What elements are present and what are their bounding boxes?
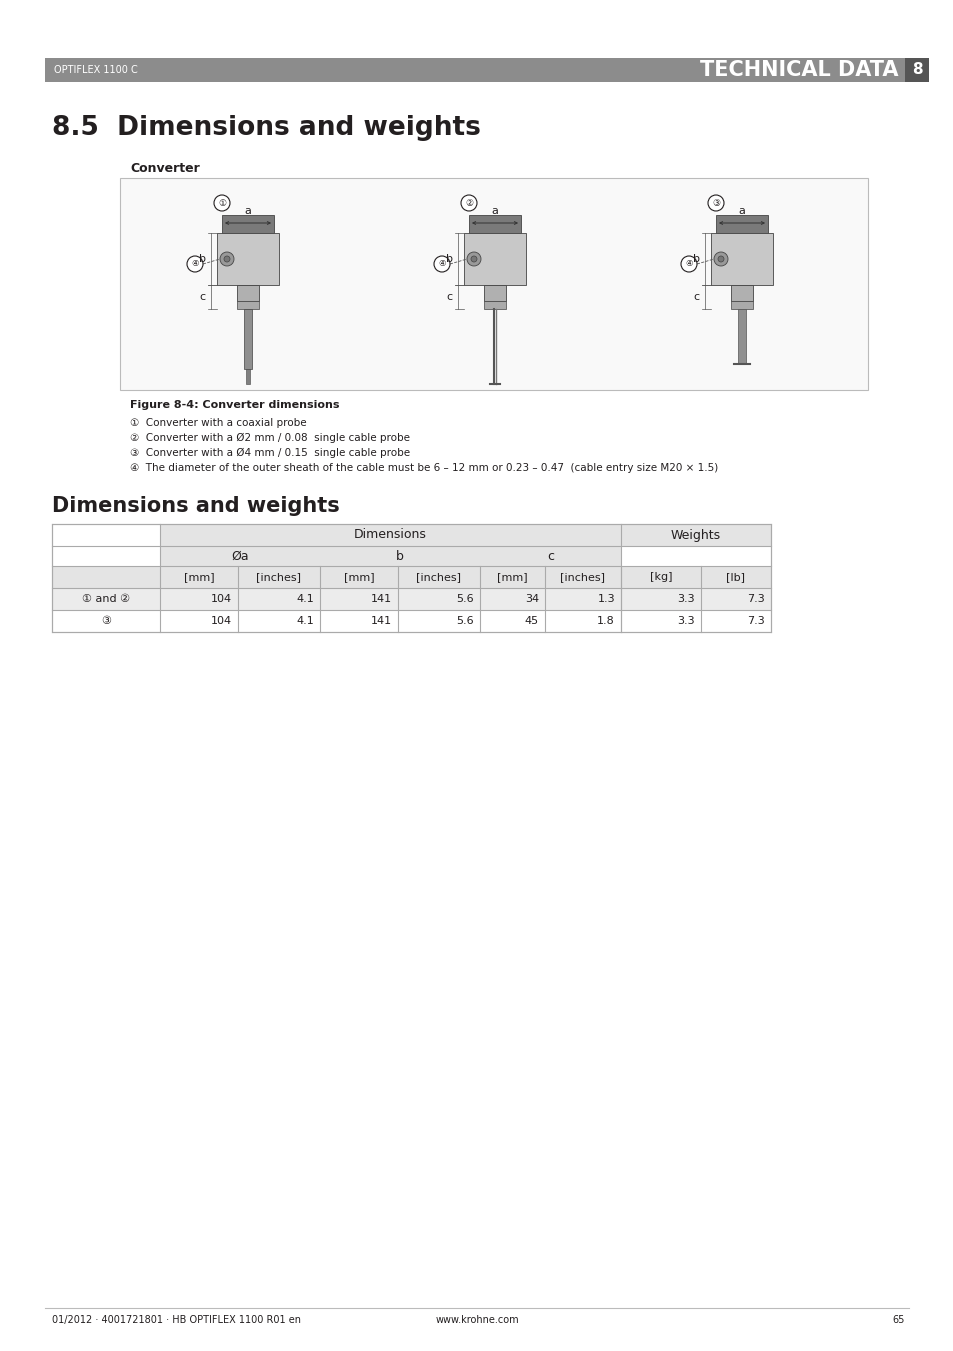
Text: TECHNICAL DATA: TECHNICAL DATA	[700, 59, 898, 80]
Bar	[483, 285, 505, 301]
Text: 104: 104	[211, 616, 232, 626]
Text: OPTIFLEX 1100 C: OPTIFLEX 1100 C	[54, 65, 137, 76]
Text: Øa: Øa	[231, 550, 249, 562]
Text: 45: 45	[524, 616, 538, 626]
Text: [mm]: [mm]	[184, 571, 214, 582]
Circle shape	[460, 195, 476, 211]
Text: b: b	[395, 550, 403, 562]
Bar	[160, 546, 620, 566]
Text: 1.3: 1.3	[597, 594, 615, 604]
Bar	[160, 524, 770, 546]
Text: [lb]: [lb]	[726, 571, 744, 582]
Circle shape	[680, 255, 697, 272]
Text: 141: 141	[371, 616, 392, 626]
Bar	[45, 58, 908, 82]
Bar	[52, 611, 770, 632]
Text: 01/2012 · 4001721801 · HB OPTIFLEX 1100 R01 en: 01/2012 · 4001721801 · HB OPTIFLEX 1100 …	[52, 1315, 301, 1325]
Text: ④: ④	[437, 259, 445, 269]
Circle shape	[220, 253, 233, 266]
Text: a: a	[491, 205, 497, 216]
Text: ① and ②: ① and ②	[82, 594, 130, 604]
Text: b: b	[199, 254, 206, 263]
Text: c: c	[446, 292, 453, 303]
Text: 8: 8	[911, 62, 922, 77]
Bar	[236, 285, 258, 301]
Bar	[469, 215, 520, 232]
Text: ③: ③	[101, 616, 111, 626]
Text: www.krohne.com: www.krohne.com	[435, 1315, 518, 1325]
Text: 4.1: 4.1	[296, 616, 314, 626]
Text: 3.3: 3.3	[677, 616, 695, 626]
Bar	[730, 301, 752, 309]
Text: 4.1: 4.1	[296, 594, 314, 604]
Circle shape	[224, 255, 230, 262]
Bar	[716, 215, 767, 232]
Text: 8.5  Dimensions and weights: 8.5 Dimensions and weights	[52, 115, 480, 141]
Bar	[730, 285, 752, 301]
Text: Figure 8-4: Converter dimensions: Figure 8-4: Converter dimensions	[130, 400, 339, 409]
Text: c: c	[546, 550, 554, 562]
Text: [inches]: [inches]	[256, 571, 301, 582]
Text: a: a	[738, 205, 744, 216]
Circle shape	[713, 253, 727, 266]
Bar	[52, 566, 770, 588]
Bar	[216, 232, 278, 285]
Text: Weights: Weights	[670, 528, 720, 542]
Bar	[483, 301, 505, 309]
Text: b: b	[692, 254, 700, 263]
Text: c: c	[693, 292, 700, 303]
Bar	[236, 301, 258, 309]
Text: 5.6: 5.6	[456, 616, 474, 626]
Text: c: c	[200, 292, 206, 303]
Text: [mm]: [mm]	[497, 571, 527, 582]
Text: Dimensions and weights: Dimensions and weights	[52, 496, 339, 516]
Bar	[904, 58, 928, 82]
Text: 34: 34	[524, 594, 538, 604]
Text: ③  Converter with a Ø4 mm / 0.15  single cable probe: ③ Converter with a Ø4 mm / 0.15 single c…	[130, 449, 410, 458]
Text: ①: ①	[217, 199, 226, 208]
Text: [inches]: [inches]	[416, 571, 461, 582]
Text: Dimensions: Dimensions	[354, 528, 427, 542]
Bar	[463, 232, 525, 285]
Circle shape	[187, 255, 203, 272]
Text: ②: ②	[464, 199, 473, 208]
Circle shape	[467, 253, 480, 266]
Text: 1.8: 1.8	[597, 616, 615, 626]
Bar	[710, 232, 772, 285]
Bar	[246, 369, 250, 384]
Bar	[222, 215, 274, 232]
Bar	[52, 524, 770, 632]
Circle shape	[471, 255, 476, 262]
Circle shape	[718, 255, 723, 262]
Text: 7.3: 7.3	[746, 594, 764, 604]
Text: ④: ④	[684, 259, 692, 269]
Text: 5.6: 5.6	[456, 594, 474, 604]
Bar	[244, 309, 252, 369]
Text: ②  Converter with a Ø2 mm / 0.08  single cable probe: ② Converter with a Ø2 mm / 0.08 single c…	[130, 434, 410, 443]
Text: [mm]: [mm]	[343, 571, 374, 582]
Text: b: b	[446, 254, 453, 263]
Text: ④: ④	[191, 259, 198, 269]
Text: [inches]: [inches]	[560, 571, 605, 582]
Text: ①  Converter with a coaxial probe: ① Converter with a coaxial probe	[130, 417, 306, 428]
Bar	[52, 588, 770, 611]
Text: 141: 141	[371, 594, 392, 604]
Circle shape	[707, 195, 723, 211]
Circle shape	[213, 195, 230, 211]
Text: 104: 104	[211, 594, 232, 604]
Circle shape	[434, 255, 450, 272]
Text: 7.3: 7.3	[746, 616, 764, 626]
Text: a: a	[244, 205, 252, 216]
Text: ④  The diameter of the outer sheath of the cable must be 6 – 12 mm or 0.23 – 0.4: ④ The diameter of the outer sheath of th…	[130, 463, 718, 473]
Text: ③: ③	[711, 199, 720, 208]
Bar	[120, 178, 867, 390]
Text: Converter: Converter	[130, 162, 199, 176]
Text: 65: 65	[892, 1315, 904, 1325]
Text: [kg]: [kg]	[649, 571, 672, 582]
Text: 3.3: 3.3	[677, 594, 695, 604]
Bar	[738, 309, 745, 363]
